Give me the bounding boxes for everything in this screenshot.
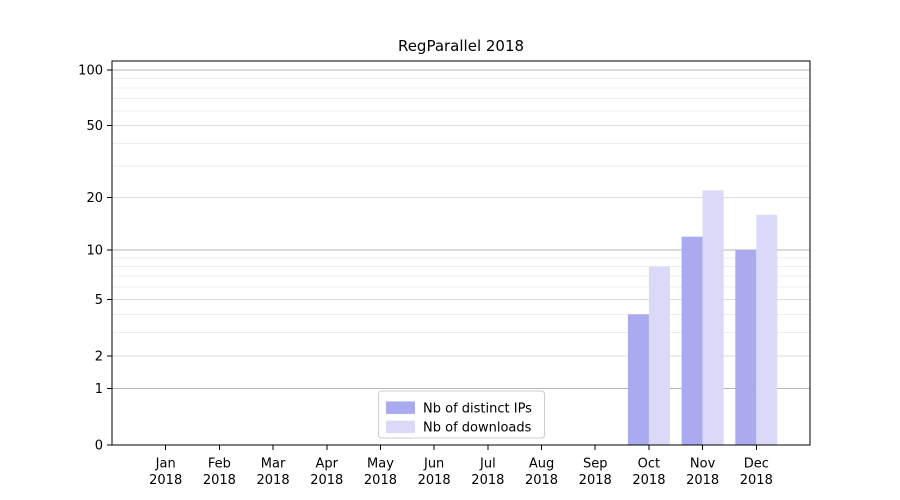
x-tick-label-year: 2018 [740,473,773,488]
gridlines-minor [112,78,810,333]
x-tick-label-year: 2018 [632,473,665,488]
bar-dec-downloads [756,214,778,445]
x-tick-label-year: 2018 [525,473,558,488]
y-tick-label: 50 [86,119,103,134]
x-tick-label-month: Feb [208,457,231,472]
legend-box [378,390,545,439]
plot-border [111,60,811,446]
x-tick-label-year: 2018 [257,473,290,488]
chart-title: RegParallel 2018 [398,37,524,55]
legend-swatch-downloads [386,420,415,434]
y-tick-label: 10 [86,244,103,259]
x-tick-label-month: Jan [155,457,176,472]
legend-swatch-distinct-ips [386,401,415,414]
y-tick-label: 20 [86,191,103,206]
axes-spines [111,60,811,446]
bar-nov-distinct-ips [681,236,703,445]
x-tick-label-month: Nov [690,457,716,472]
x-tick-label-year: 2018 [149,473,182,488]
x-tick-label-month: Jul [479,457,496,472]
x-tick-label-month: Jun [423,457,444,472]
x-tick-label-month: Sep [583,457,608,472]
x-tick-label-year: 2018 [686,473,719,488]
x-tick-label-year: 2018 [364,473,397,488]
x-tick-label-month: Oct [638,457,660,472]
bar-oct-downloads [648,266,670,445]
x-tick-label-year: 2018 [579,473,612,488]
x-tick-label-month: Aug [529,457,554,472]
bar-nov-downloads [702,190,724,445]
y-tick-label: 100 [78,64,103,79]
y-tick-label: 2 [95,349,103,364]
x-tick-label-month: Mar [261,457,286,472]
legend-label: Nb of distinct IPs [423,402,532,417]
y-axis: 0 1 2 5 10 20 50 100 [78,64,112,454]
legend-label: Nb of downloads [423,421,532,436]
legend: Nb of distinct IPs Nb of downloads [378,390,545,439]
x-tick-label-month: Apr [316,457,339,472]
x-tick-label-month: Dec [744,457,769,472]
x-tick-label-year: 2018 [471,473,504,488]
bar-oct-distinct-ips [627,314,649,445]
y-tick-label: 0 [95,439,103,454]
x-axis: Jan2018Feb2018Mar2018Apr2018May2018Jun20… [149,445,773,488]
x-tick-label-year: 2018 [418,473,451,488]
x-tick-label-year: 2018 [203,473,236,488]
x-tick-label-month: May [367,457,394,472]
y-tick-label: 5 [95,293,103,308]
bar-dec-distinct-ips [735,250,757,445]
bars [627,190,778,445]
x-tick-label-year: 2018 [310,473,343,488]
y-tick-label: 1 [95,382,103,397]
